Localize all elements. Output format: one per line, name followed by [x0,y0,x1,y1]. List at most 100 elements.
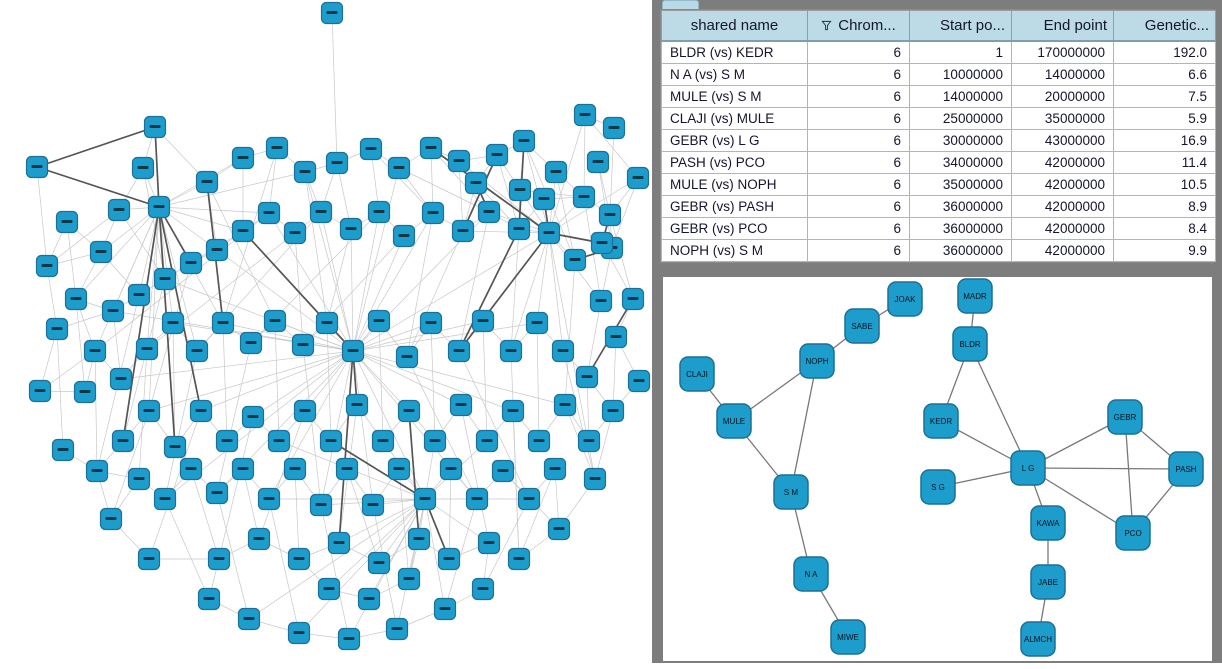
network-node[interactable] [293,160,317,184]
network-node[interactable] [337,627,361,651]
network-node[interactable] [35,254,59,278]
network-node[interactable] [512,129,536,153]
network-node[interactable] [320,1,344,25]
network-node[interactable] [341,339,365,363]
network-node[interactable] [163,435,187,459]
network-node[interactable] [239,331,263,355]
network-node[interactable] [131,156,155,180]
network-node[interactable] [205,481,229,505]
network-node[interactable] [325,151,349,175]
network-node[interactable] [602,116,626,140]
network-node[interactable] [543,457,567,481]
network-node[interactable] [317,577,341,601]
network-node[interactable] [573,103,597,127]
network-node-noph[interactable]: NOPH [799,343,835,379]
network-node[interactable] [211,311,235,335]
network-node[interactable] [475,429,499,453]
network-node[interactable] [135,337,159,361]
network-node[interactable] [283,457,307,481]
column-header-shared-name[interactable]: shared name [661,10,808,42]
network-node[interactable] [371,429,395,453]
table-row[interactable]: MULE (vs) S M 6 14000000 20000000 7.5 [661,85,1216,108]
network-node[interactable] [327,531,351,555]
network-node[interactable] [83,339,107,363]
network-node[interactable] [397,567,421,591]
network-node[interactable] [231,146,255,170]
network-node[interactable] [392,224,416,248]
column-header-start-po[interactable]: Start po... [909,10,1012,42]
network-node[interactable] [551,339,575,363]
network-node[interactable] [465,487,489,511]
network-node[interactable] [179,251,203,275]
network-node[interactable] [517,487,541,511]
table-row[interactable]: PASH (vs) PCO 6 34000000 42000000 11.4 [661,151,1216,174]
network-node[interactable] [55,210,79,234]
network-node-pash[interactable]: PASH [1168,451,1204,487]
network-node[interactable] [231,219,255,243]
network-node[interactable] [471,309,495,333]
network-node[interactable] [464,171,488,195]
network-node[interactable] [287,547,311,571]
network-node[interactable] [237,607,261,631]
network-node-gebr[interactable]: GEBR [1107,399,1143,435]
network-node-jabe[interactable]: JABE [1030,564,1066,600]
network-node[interactable] [437,547,461,571]
network-node[interactable] [491,459,515,483]
network-node[interactable] [25,155,49,179]
network-node[interactable] [315,311,339,335]
table-row[interactable]: GEBR (vs) L G 6 30000000 43000000 16.9 [661,129,1216,152]
network-node[interactable] [143,115,167,139]
network-node[interactable] [627,369,651,393]
network-node-joak[interactable]: JOAK [887,281,923,317]
column-header-end-point[interactable]: End point [1011,10,1114,42]
network-node[interactable] [247,527,271,551]
main-network-view[interactable] [0,0,652,669]
network-node[interactable] [109,367,133,391]
network-node[interactable] [563,248,587,272]
network-node[interactable] [604,325,628,349]
network-node[interactable] [537,221,561,245]
network-node[interactable] [447,339,471,363]
network-node[interactable] [449,393,473,417]
network-node[interactable] [265,136,289,160]
network-node[interactable] [197,587,221,611]
network-node[interactable] [419,311,443,335]
network-node[interactable] [471,577,495,601]
network-node[interactable] [477,531,501,555]
network-node[interactable] [309,200,333,224]
network-node[interactable] [309,493,333,517]
network-node[interactable] [577,429,601,453]
network-node-claji[interactable]: CLAJI [679,356,715,392]
network-node[interactable] [241,405,265,429]
filtered-network-view[interactable]: JOAK MADR SABE NOPH BLDR CLAJI MULE KEDR GEBR L G… [663,277,1212,661]
network-node[interactable] [367,200,391,224]
network-node[interactable] [359,137,383,161]
network-node[interactable] [547,517,571,541]
network-node[interactable] [507,217,531,241]
network-node[interactable] [433,597,457,621]
network-node[interactable] [195,170,219,194]
network-node-almch[interactable]: ALMCH [1020,621,1056,657]
network-node[interactable] [73,380,97,404]
network-node[interactable] [137,547,161,571]
network-node[interactable] [215,429,239,453]
network-node[interactable] [64,287,88,311]
network-node[interactable] [507,547,531,571]
network-node[interactable] [447,149,471,173]
network-node[interactable] [28,379,52,403]
network-node[interactable] [626,166,650,190]
network-node[interactable] [51,438,75,462]
network-node[interactable] [385,617,409,641]
network-node-miwe[interactable]: MIWE [830,619,866,655]
network-node[interactable] [153,487,177,511]
network-node[interactable] [101,299,125,323]
network-node[interactable] [179,457,203,481]
network-node-mule[interactable]: MULE [716,403,752,439]
network-node[interactable] [395,345,419,369]
network-node[interactable] [205,238,229,262]
network-node[interactable] [421,201,445,225]
table-row[interactable]: CLAJI (vs) MULE 6 25000000 35000000 5.9 [661,107,1216,130]
table-row[interactable]: GEBR (vs) PCO 6 36000000 42000000 8.4 [661,217,1216,240]
network-node[interactable] [419,136,443,160]
network-node[interactable] [553,393,577,417]
